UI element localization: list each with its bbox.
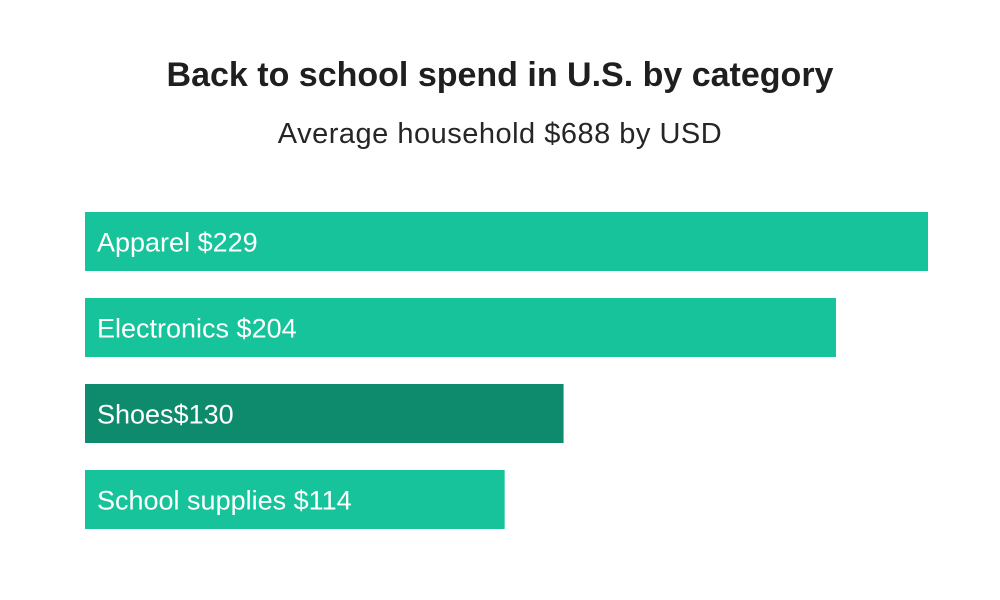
bar-school-supplies bbox=[85, 470, 505, 529]
bar-shoes bbox=[85, 384, 564, 443]
chart-subtitle: Average household $688 by USD bbox=[277, 118, 723, 150]
bar-label-apparel: Apparel $229 bbox=[97, 228, 258, 258]
bar-apparel bbox=[85, 212, 928, 271]
bar-label-electronics: Electronics $204 bbox=[97, 314, 297, 344]
bar-label-school-supplies: School supplies $114 bbox=[97, 486, 352, 516]
chart-title: Back to school spend in U.S. by category bbox=[166, 56, 834, 94]
bar-label-shoes: Shoes$130 bbox=[97, 400, 234, 430]
bar-electronics bbox=[85, 298, 836, 357]
